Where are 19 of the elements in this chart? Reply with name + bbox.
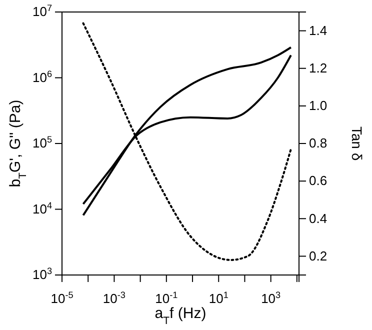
- x-tick-label: 10$^{1}$: [208, 290, 228, 306]
- y2-tick-label: 0.6: [309, 173, 328, 188]
- y-tick-label: 10$^{3}$: [32, 266, 52, 282]
- y2-tick-label: 0.4: [309, 210, 328, 226]
- y-tick-label: 10$^{5}$: [32, 134, 52, 151]
- x-axis-title: a$_{T}$f (Hz): [154, 305, 206, 327]
- y2-tick-label: 1.2: [309, 60, 328, 76]
- x-tick-label: 10$^{-3}$: [102, 290, 126, 306]
- x-tick-label: 10$^{-1}$: [155, 290, 178, 306]
- x-tick-label: 10$^{-5}$: [50, 290, 74, 306]
- y2-tick-label: 1.4: [309, 22, 328, 38]
- y-tick-label: 10$^{4}$: [32, 200, 52, 216]
- y2-tick-label: 0.2: [309, 248, 328, 264]
- y2-tick-label: 0.8: [309, 136, 328, 151]
- y2-axis-title: Tan δ: [349, 126, 365, 161]
- y-tick-label: 10$^{7}$: [32, 3, 52, 20]
- x-tick-label: 10$^{3}$: [261, 290, 281, 306]
- y-tick-label: 10$^{6}$: [32, 68, 52, 85]
- y2-tick-label: 1.0: [309, 98, 328, 114]
